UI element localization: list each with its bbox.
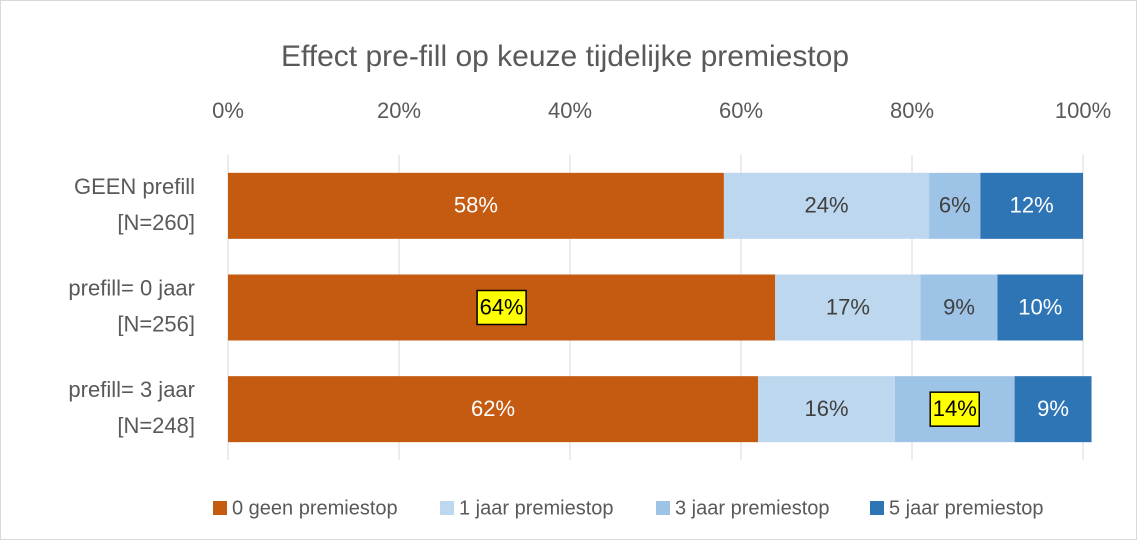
data-label: 64%	[480, 294, 524, 319]
x-tick-label: 40%	[548, 98, 592, 123]
y-tick-label-line: [N=248]	[117, 413, 195, 438]
x-tick-label: 20%	[377, 98, 421, 123]
x-tick-label: 100%	[1055, 98, 1111, 123]
data-label: 14%	[933, 396, 977, 421]
bar-segment	[228, 172, 724, 239]
label-highlight	[929, 391, 980, 427]
data-label: 24%	[804, 193, 848, 218]
data-label: 9%	[1037, 396, 1069, 421]
y-tick-label: prefill= 3 jaar [N=248]	[68, 377, 195, 438]
y-tick-label-line: [N=260]	[117, 210, 195, 235]
data-label: 9%	[943, 294, 975, 319]
bar-segment	[775, 274, 921, 341]
y-tick-label: prefill= 0 jaar [N=256]	[68, 275, 195, 336]
bar-segment	[920, 274, 998, 341]
bar-segment	[929, 172, 981, 239]
label-highlight	[476, 289, 527, 326]
x-tick-label: 60%	[719, 98, 763, 123]
data-label: 17%	[826, 294, 870, 319]
bar-segment	[758, 376, 895, 443]
legend-label: 1 jaar premiestop	[459, 497, 614, 519]
legend-swatch	[870, 501, 884, 515]
y-tick-label-line: [N=256]	[117, 311, 195, 336]
legend-swatch	[656, 501, 670, 515]
y-tick-label-line: GEEN prefill	[74, 174, 195, 199]
x-tick-label: 80%	[890, 98, 934, 123]
y-tick-label: GEEN prefill [N=260]	[74, 174, 195, 235]
legend-label: 5 jaar premiestop	[889, 497, 1044, 519]
bar-segment	[1014, 376, 1092, 443]
bar-segment	[980, 172, 1083, 239]
chart-title: Effect pre-fill op keuze tijdelijke prem…	[281, 40, 849, 73]
data-label: 16%	[804, 396, 848, 421]
data-label: 62%	[471, 396, 515, 421]
legend-swatch	[440, 501, 454, 515]
legend-swatch	[213, 501, 227, 515]
data-label: 58%	[454, 193, 498, 218]
legend-label: 0 geen premiestop	[232, 497, 398, 519]
data-label: 6%	[939, 193, 971, 218]
bar-segment	[228, 376, 759, 443]
y-tick-label-line: prefill= 3 jaar	[68, 377, 195, 402]
bar-segment	[997, 274, 1083, 341]
y-tick-label-line: prefill= 0 jaar	[68, 275, 195, 300]
x-tick-label: 0%	[212, 98, 244, 123]
bar-segment	[723, 172, 930, 239]
legend-label: 3 jaar premiestop	[675, 497, 830, 519]
data-label: 12%	[1010, 193, 1054, 218]
data-label: 10%	[1018, 294, 1062, 319]
